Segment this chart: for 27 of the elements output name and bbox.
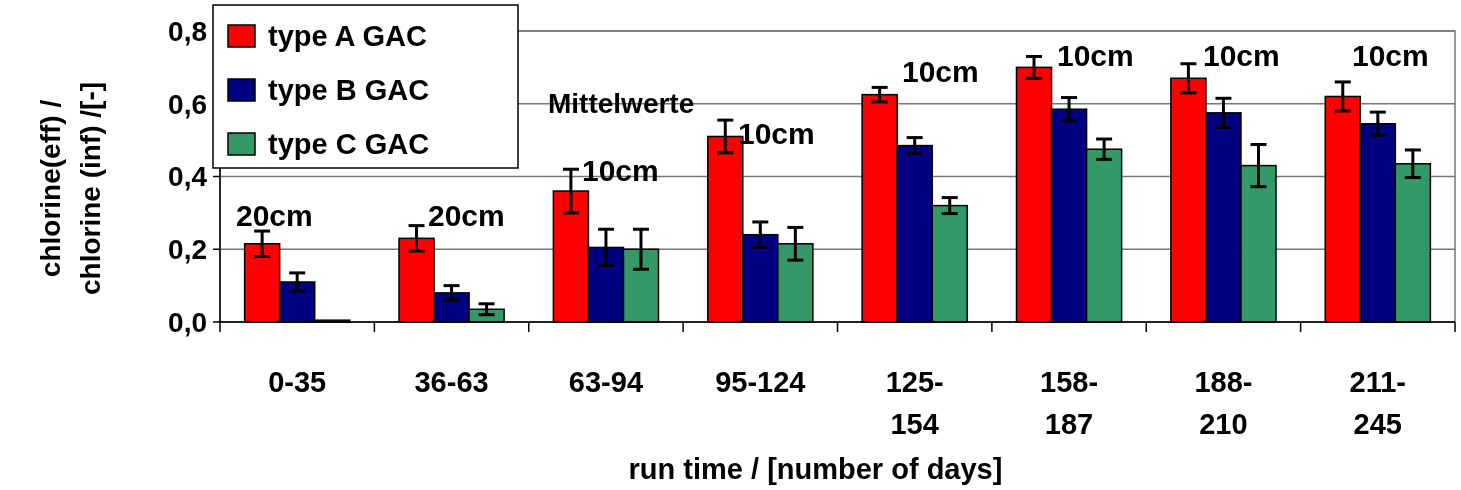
annotation: 10cm <box>738 117 815 150</box>
legend-label: type A GAC <box>268 20 428 53</box>
annotation: 10cm <box>1057 39 1134 72</box>
annotation: 20cm <box>236 199 313 232</box>
legend-label: type C GAC <box>268 128 430 161</box>
annotation: Mittelwerte <box>548 88 695 119</box>
y-tick-label: 0,2 <box>168 234 207 266</box>
x-tick-label: 0-35 <box>268 366 327 398</box>
x-tick-label: 211-245 <box>1349 366 1407 440</box>
annotation: 20cm <box>428 199 505 232</box>
annotation: 10cm <box>1203 39 1280 72</box>
x-axis-title: run time / [number of days] <box>628 453 1003 485</box>
y-tick-label: 0,8 <box>168 15 207 47</box>
x-tick-label: 188-210 <box>1194 366 1253 440</box>
y-tick-label: 0,0 <box>168 306 207 338</box>
annotation: 10cm <box>1352 39 1429 72</box>
y-tick-label: 0,6 <box>168 88 207 120</box>
x-tick-label: 36-63 <box>414 366 489 398</box>
x-tick-label: 95-124 <box>715 366 806 398</box>
y-axis-title: chlorine(eff) / chlorine (inf) /[-] <box>35 81 106 296</box>
annotation: 10cm <box>902 55 979 88</box>
x-tick-label: 63-94 <box>568 366 644 398</box>
x-tick-label: 158-187 <box>1040 366 1099 440</box>
y-tick-label: 0,4 <box>168 161 208 193</box>
annotation: 10cm <box>582 154 659 187</box>
x-tick-label: 125-154 <box>885 366 944 440</box>
legend-label: type B GAC <box>268 74 430 107</box>
